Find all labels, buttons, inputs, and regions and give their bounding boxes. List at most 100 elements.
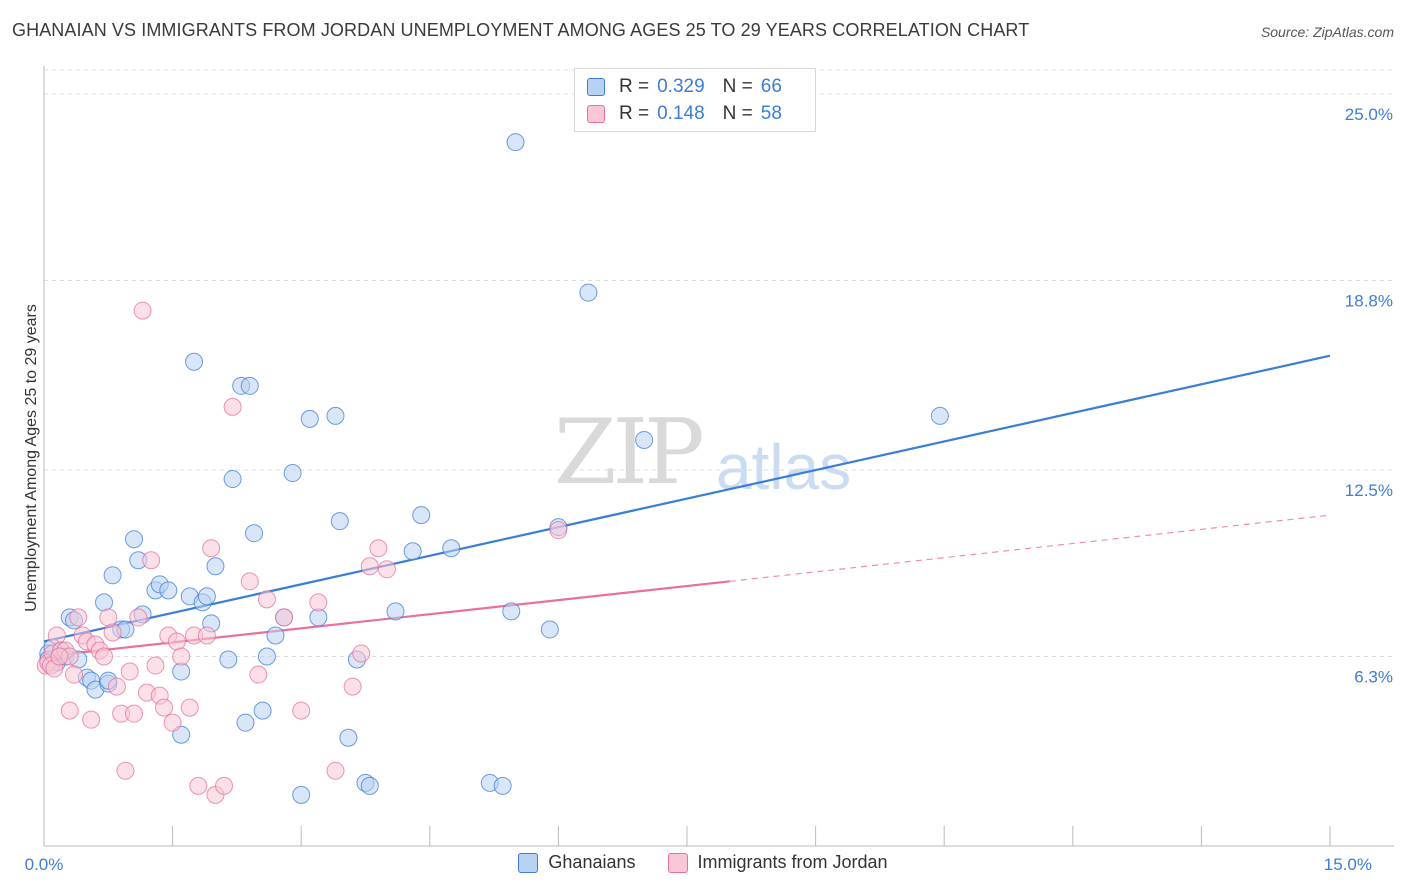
x-tick-label-left: 0.0% <box>25 855 64 874</box>
point-ghanaians <box>326 406 345 425</box>
point-jordan <box>69 608 88 627</box>
point-ghanaians <box>292 785 311 804</box>
legend-r-label: R = <box>619 76 650 97</box>
point-jordan <box>50 647 69 666</box>
point-jordan <box>142 551 161 570</box>
point-jordan <box>360 557 379 576</box>
point-ghanaians <box>330 512 349 531</box>
point-ghanaians <box>300 409 319 428</box>
point-ghanaians <box>125 530 144 549</box>
legend-n-label: N = <box>722 103 753 124</box>
legend-r-label: R = <box>619 103 650 124</box>
point-jordan <box>275 608 294 627</box>
legend-swatch-pink <box>667 852 688 873</box>
point-jordan <box>95 647 114 666</box>
point-jordan <box>155 698 174 717</box>
point-ghanaians <box>386 602 405 621</box>
point-jordan <box>146 656 165 675</box>
point-ghanaians <box>172 662 191 681</box>
correlation-legend: R = 0.329 N = 66 R = 0.148 N = 58 <box>574 68 816 132</box>
point-jordan <box>172 647 191 666</box>
y-tick-label: 12.5% <box>1345 481 1393 500</box>
point-jordan <box>309 593 328 612</box>
point-ghanaians <box>493 776 512 795</box>
data-points <box>36 133 949 804</box>
trend-line-jordan <box>43 580 730 658</box>
point-jordan <box>47 626 66 645</box>
legend-n-label: N = <box>722 76 753 97</box>
legend-item-jordan[interactable]: Immigrants from Jordan <box>667 852 888 873</box>
point-jordan <box>249 665 268 684</box>
point-ghanaians <box>240 376 259 395</box>
point-ghanaians <box>339 728 358 747</box>
point-ghanaians <box>412 506 431 525</box>
point-jordan <box>240 572 259 591</box>
point-ghanaians <box>257 647 276 666</box>
point-jordan <box>120 662 139 681</box>
legend-r-value: 0.148 <box>657 103 705 124</box>
point-ghanaians <box>219 650 238 669</box>
legend-item-ghanaians[interactable]: Ghanaians <box>518 852 636 873</box>
point-ghanaians <box>442 539 461 558</box>
legend-row-jordan: R = 0.148 N = 58 <box>587 102 782 126</box>
point-jordan <box>369 539 388 558</box>
point-jordan <box>202 539 221 558</box>
point-ghanaians <box>506 133 525 152</box>
grid-lines <box>44 69 1394 658</box>
point-ghanaians <box>309 608 328 627</box>
trend-lines <box>43 354 1331 658</box>
point-jordan <box>125 704 144 723</box>
point-jordan <box>163 713 182 732</box>
point-jordan <box>292 701 311 720</box>
point-ghanaians <box>266 626 285 645</box>
point-jordan <box>257 590 276 609</box>
point-ghanaians <box>635 430 654 449</box>
legend-swatch-pink <box>587 105 605 123</box>
tick-labels: 6.3% 12.5% 18.8% 25.0% 0.0% 15.0% <box>25 105 1393 874</box>
legend-swatch-blue <box>518 852 539 873</box>
y-tick-label: 6.3% <box>1354 668 1393 687</box>
legend-n-value: 58 <box>760 103 782 124</box>
point-jordan <box>549 521 568 540</box>
point-jordan <box>107 677 126 696</box>
trend-line-ghanaians <box>43 354 1331 643</box>
point-ghanaians <box>206 557 225 576</box>
legend-row-ghanaians: R = 0.329 N = 66 <box>587 75 782 99</box>
point-jordan <box>352 644 371 663</box>
point-ghanaians <box>403 542 422 561</box>
y-tick-label: 25.0% <box>1345 105 1393 124</box>
point-jordan <box>65 665 84 684</box>
point-jordan <box>326 761 345 780</box>
point-jordan <box>180 698 199 717</box>
point-jordan <box>189 776 208 795</box>
point-ghanaians <box>283 464 302 483</box>
point-ghanaians <box>95 593 114 612</box>
point-jordan <box>60 701 79 720</box>
legend-r-value: 0.329 <box>657 76 705 97</box>
point-ghanaians <box>540 620 559 639</box>
point-jordan <box>215 776 234 795</box>
point-jordan <box>99 608 118 627</box>
point-ghanaians <box>245 524 264 543</box>
point-jordan <box>129 608 148 627</box>
watermark-zip: ZIP <box>554 400 705 505</box>
y-tick-label: 18.8% <box>1345 292 1393 311</box>
point-ghanaians <box>103 566 122 585</box>
point-jordan <box>116 761 135 780</box>
point-ghanaians <box>197 587 216 606</box>
x-tick-label-right: 15.0% <box>1324 855 1372 874</box>
legend-label-ghanaians: Ghanaians <box>548 852 636 872</box>
point-jordan <box>82 710 101 729</box>
point-jordan <box>167 632 186 651</box>
point-ghanaians <box>360 776 379 795</box>
legend-label-jordan: Immigrants from Jordan <box>697 852 888 872</box>
point-jordan <box>343 677 362 696</box>
point-ghanaians <box>930 406 949 425</box>
legend-swatch-blue <box>587 78 605 96</box>
point-jordan <box>103 623 122 642</box>
point-jordan <box>223 397 242 416</box>
source-label: Source: ZipAtlas.com <box>1260 24 1394 40</box>
point-ghanaians <box>159 581 178 600</box>
point-ghanaians <box>185 352 204 371</box>
